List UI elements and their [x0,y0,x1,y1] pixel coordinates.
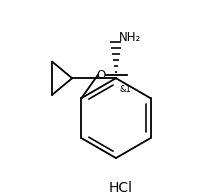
Text: HCl: HCl [109,181,133,195]
Text: &1: &1 [120,85,132,94]
Text: NH₂: NH₂ [119,31,141,44]
Text: O: O [96,69,105,82]
